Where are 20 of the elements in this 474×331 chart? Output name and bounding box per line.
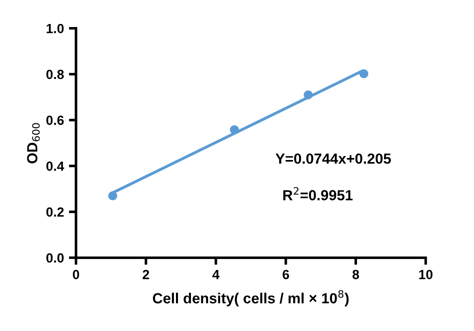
y-axis-title: OD$_{600}$ [27,123,40,164]
annotation: R$^{2}$=0.9951 [283,187,353,200]
annotation: Y=0.0744x+0.205 [276,153,391,164]
y-tick-label: 0.8 [46,70,64,80]
point [108,191,118,200]
x-tick-label: 4 [212,270,220,280]
y-tick-label: 0.6 [46,116,64,125]
x-tick-label: 0 [72,270,80,280]
x-tick-label: 10 [419,270,432,280]
y-tick-label: 0.4 [46,162,64,171]
point [304,90,313,100]
y-tick-label: 0.2 [46,207,64,217]
point [230,125,239,134]
x-tick-label: 6 [282,270,290,280]
x-axis-title: Cell density( cells / ml × 10$^{8}$) [152,290,349,306]
y-tick-label: 1.0 [46,24,64,34]
y-tick-label: 0.0 [46,253,64,263]
point [359,69,368,78]
x-tick-label: 2 [142,270,150,280]
x-tick-label: 8 [352,270,360,280]
